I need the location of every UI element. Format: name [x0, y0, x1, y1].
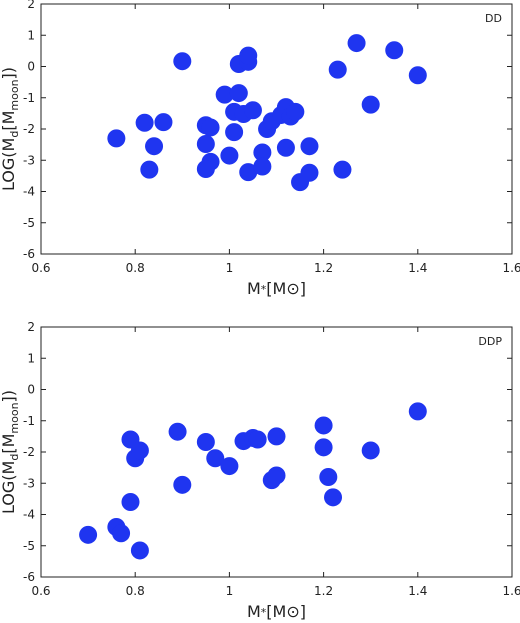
y-tick-label: -5	[23, 216, 35, 230]
data-point	[173, 475, 192, 494]
data-point	[347, 34, 366, 53]
x-tick-label: 1.2	[314, 261, 333, 275]
data-point	[328, 60, 347, 79]
data-point	[168, 422, 187, 441]
data-point	[173, 52, 192, 71]
y-tick-label: -2	[23, 122, 35, 136]
data-point	[130, 441, 149, 460]
y-tick-label: -4	[23, 185, 35, 199]
data-point	[324, 488, 343, 507]
data-point	[154, 113, 173, 132]
data-point	[196, 160, 215, 178]
data-point	[112, 524, 131, 543]
data-point	[239, 46, 258, 65]
data-point	[135, 113, 154, 132]
plot-frame	[40, 3, 513, 255]
data-point	[215, 85, 234, 104]
data-point	[220, 146, 239, 165]
dd-panel: 0.6 0.8 1 1.2 1.4 1.6 -6 -5 -4 -3 -2 -1 0 1 2 DD M*[M⊙] L…	[0, 0, 520, 298]
y-tick-label: -1	[23, 414, 35, 428]
data-point	[408, 66, 427, 85]
data-point	[253, 157, 272, 176]
data-point	[314, 438, 333, 457]
data-point	[319, 468, 338, 486]
panel-label: DDP	[478, 335, 502, 348]
y-tick-label: -3	[23, 476, 35, 490]
x-tick-label: 1.4	[408, 261, 427, 275]
panel-label: DD	[485, 12, 502, 25]
x-tick-label: 0.6	[31, 584, 50, 598]
y-tick-label: -3	[23, 153, 35, 167]
data-point	[196, 433, 215, 451]
y-tick-label: -2	[23, 445, 35, 459]
plot-frame	[40, 326, 513, 578]
y-tick-label: 1	[27, 28, 35, 42]
data-point	[225, 123, 244, 142]
y-tick-label: 1	[27, 351, 35, 365]
data-point	[201, 118, 220, 137]
y-tick-label: -6	[23, 570, 35, 584]
data-point	[385, 41, 404, 60]
data-point	[253, 143, 272, 162]
data-point	[333, 160, 352, 179]
y-tick-label: -6	[23, 247, 35, 261]
data-point	[239, 163, 258, 182]
data-point	[361, 441, 380, 460]
y-tick-label: 0	[27, 60, 35, 74]
data-point	[286, 102, 305, 121]
ddp-panel: 0.6 0.8 1 1.2 1.4 1.6 -6 -5 -4 -3 -2 -1 0 1 2 DDP M*[M⊙]…	[0, 320, 520, 621]
data-point	[107, 129, 126, 148]
data-point	[361, 95, 380, 114]
data-point	[229, 84, 248, 103]
data-point	[206, 449, 225, 468]
data-point	[300, 163, 319, 182]
data-point	[130, 541, 149, 560]
x-tick-label: 0.6	[31, 261, 50, 275]
data-point	[79, 525, 98, 544]
data-point	[300, 137, 319, 156]
data-point	[267, 427, 286, 446]
data-point	[408, 402, 427, 421]
data-point	[276, 138, 295, 157]
y-tick-label: 2	[27, 320, 35, 334]
x-tick-label: 1.2	[314, 584, 333, 598]
x-tick-label: 1	[226, 261, 234, 275]
data-point	[314, 416, 333, 435]
data-point	[243, 101, 262, 120]
y-tick-label: -1	[23, 91, 35, 105]
x-tick-label: 0.8	[126, 261, 145, 275]
data-point	[121, 493, 140, 511]
x-tick-label: 1.4	[408, 584, 427, 598]
y-tick-label: 0	[27, 383, 35, 397]
x-tick-label: 0.8	[126, 584, 145, 598]
x-axis-label: M*[M⊙]	[247, 602, 306, 621]
x-tick-label: 1.6	[502, 584, 520, 598]
data-point	[196, 135, 215, 153]
data-point	[140, 160, 159, 179]
data-point	[248, 430, 267, 449]
x-tick-label: 1.6	[502, 261, 520, 275]
y-tick-label: -4	[23, 508, 35, 522]
y-axis-label: LOG(Md[Mmoon])	[0, 390, 21, 514]
data-point	[145, 137, 164, 156]
data-point	[220, 457, 239, 476]
x-tick-label: 1	[226, 584, 234, 598]
x-axis-label: M*[M⊙]	[247, 279, 306, 298]
y-axis-label: LOG(Md[Mmoon])	[0, 67, 21, 191]
y-tick-label: 2	[27, 0, 35, 11]
data-point	[267, 466, 286, 485]
y-tick-label: -5	[23, 539, 35, 553]
